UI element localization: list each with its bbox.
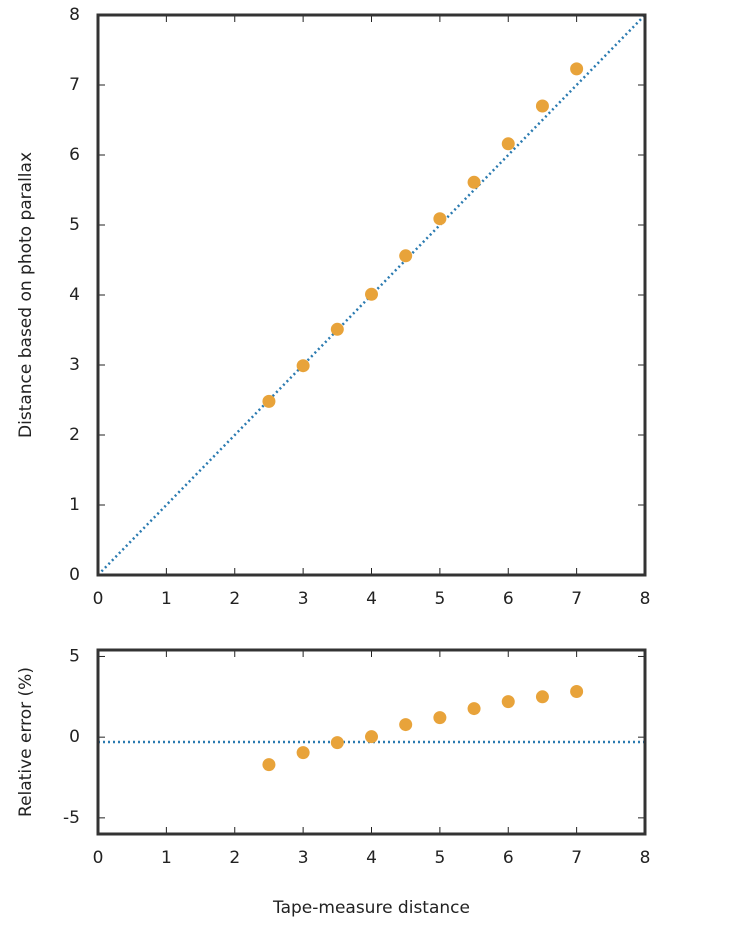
point <box>467 175 481 189</box>
y-axis-label: Relative error (%) <box>16 667 36 817</box>
point <box>399 718 413 732</box>
x-tick-label: 0 <box>93 848 104 868</box>
y-tick-label: 0 <box>69 565 80 585</box>
y-tick-label: -5 <box>63 808 80 828</box>
point <box>262 394 276 408</box>
x-tick-label: 6 <box>503 848 514 868</box>
point <box>365 287 378 301</box>
point <box>433 711 447 725</box>
y-tick-label: 1 <box>69 495 80 515</box>
x-tick-label: 0 <box>93 589 104 609</box>
point <box>296 359 310 373</box>
y-tick-label: 0 <box>69 727 80 747</box>
point <box>296 746 310 760</box>
x-tick-label: 5 <box>434 848 445 868</box>
point <box>330 736 344 750</box>
x-tick-label: 8 <box>640 589 651 609</box>
y-tick-label: 6 <box>69 145 80 165</box>
x-tick-label: 7 <box>571 848 582 868</box>
y-axis-label: Distance based on photo parallax <box>16 152 36 438</box>
plot-frame <box>96 648 647 836</box>
x-tick-label: 3 <box>298 589 309 609</box>
point <box>365 730 378 744</box>
point <box>330 322 344 336</box>
y-tick-label: 3 <box>69 355 80 375</box>
y-tick-label: 2 <box>69 425 80 445</box>
point <box>399 249 413 263</box>
x-tick-label: 5 <box>434 589 445 609</box>
y-tick-label: 4 <box>69 285 80 305</box>
point <box>570 62 584 76</box>
x-tick-label: 4 <box>366 848 377 868</box>
x-tick-label: 1 <box>161 848 172 868</box>
point <box>433 212 447 226</box>
point <box>535 99 549 113</box>
point <box>570 684 584 698</box>
x-tick-label: 2 <box>229 848 240 868</box>
plot-frame <box>96 13 647 577</box>
y-tick-label: 5 <box>69 646 80 666</box>
y-tick-label: 7 <box>69 75 80 95</box>
x-tick-label: 6 <box>503 589 514 609</box>
x-tick-label: 4 <box>366 589 377 609</box>
x-tick-label: 1 <box>161 589 172 609</box>
x-tick-label: 7 <box>571 589 582 609</box>
point <box>535 690 549 704</box>
x-tick-label: 2 <box>229 589 240 609</box>
point <box>501 695 515 709</box>
x-axis-label: Tape-measure distance <box>272 898 470 918</box>
y-tick-label: 8 <box>69 5 80 25</box>
point <box>501 137 515 151</box>
x-tick-label: 3 <box>298 848 309 868</box>
point <box>467 702 481 716</box>
x-tick-label: 8 <box>640 848 651 868</box>
y-tick-label: 5 <box>69 215 80 235</box>
point <box>262 758 276 772</box>
